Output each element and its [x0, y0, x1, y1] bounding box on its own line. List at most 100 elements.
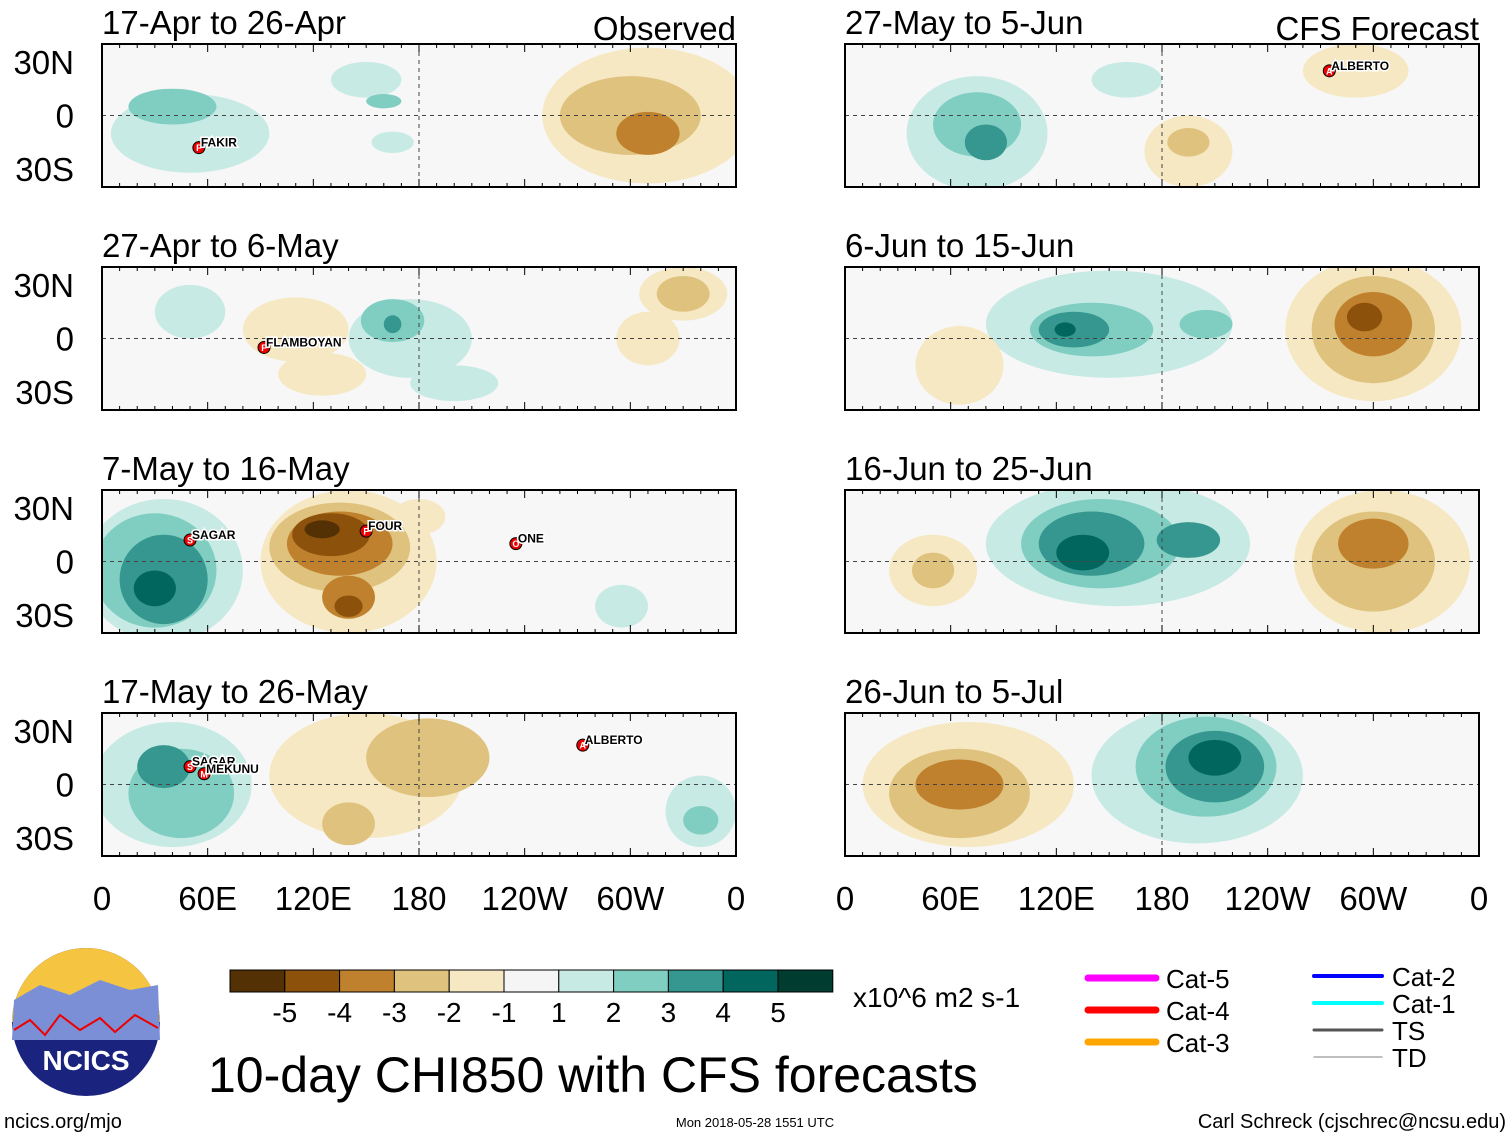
lon-tick-label: 60W — [596, 880, 665, 917]
storm-icon — [192, 141, 206, 155]
colorbar-label: 3 — [661, 997, 677, 1028]
negative-anomaly — [366, 718, 490, 798]
storm-icon — [576, 738, 590, 752]
storm-icon — [509, 537, 523, 551]
anomaly-contours — [102, 713, 736, 848]
panel-title: 17-May to 26-May — [102, 673, 368, 710]
negative-anomaly — [915, 325, 1004, 405]
colorbar-label: -5 — [272, 997, 297, 1028]
lat-tick-label: 30N — [13, 490, 74, 527]
anomaly-contours — [906, 44, 1409, 187]
colorbar-label: -2 — [437, 997, 462, 1028]
colorbar-swatch — [284, 969, 341, 993]
lat-tick-label: 30N — [13, 267, 74, 304]
lon-tick-label: 120E — [275, 880, 352, 917]
panel-frame — [101, 712, 737, 857]
negative-anomaly — [278, 352, 367, 396]
colorbar-swatch — [229, 969, 286, 993]
storm-marker: F FOUR — [359, 518, 404, 538]
storm-legend-label: Cat-2 — [1392, 962, 1456, 992]
negative-anomaly — [304, 520, 340, 539]
storm-marker: F FAKIR — [192, 134, 239, 155]
positive-anomaly — [683, 805, 719, 835]
colorbar-units: x10^6 m2 s-1 — [853, 982, 1020, 1013]
panel-frame — [101, 266, 737, 411]
panel-title: 16-Jun to 25-Jun — [845, 450, 1093, 487]
colorbar-label: 4 — [715, 997, 731, 1028]
storm-legend-label: TS — [1392, 1016, 1425, 1046]
storm-name: SAGAR — [192, 755, 236, 769]
storm-category: F — [261, 343, 267, 353]
lon-tick-label: 180 — [1134, 880, 1189, 917]
negative-anomaly — [334, 595, 363, 617]
panel-frame — [844, 43, 1480, 188]
panel-frame — [844, 712, 1480, 857]
map-panel: 27-Apr to 6-May 30N 0 30S F FLAMBOYAN — [13, 227, 737, 411]
anomaly-contours — [862, 713, 1303, 848]
lat-tick-label: 0 — [56, 767, 74, 804]
storm-icon — [359, 524, 373, 538]
storm-name: FLAMBOYAN — [266, 335, 342, 349]
map-panel: 6-Jun to 15-Jun — [844, 227, 1480, 411]
negative-anomaly — [1338, 518, 1409, 569]
anomaly-contours — [915, 267, 1462, 405]
lon-tick-label: 120W — [482, 880, 569, 917]
lon-tick-label: 60W — [1339, 880, 1408, 917]
storm-category: S — [187, 762, 193, 772]
colorbar-swatch — [393, 969, 450, 993]
panel-title: 6-Jun to 15-Jun — [845, 227, 1074, 264]
positive-anomaly — [1091, 61, 1163, 98]
anomaly-contours — [110, 47, 736, 184]
lat-tick-label: 0 — [56, 321, 74, 358]
positive-anomaly — [595, 584, 648, 628]
colorbar-swatch — [777, 969, 834, 993]
map-panel: 26-Jun to 5-Jul — [844, 673, 1480, 857]
positive-anomaly — [128, 88, 217, 125]
storm-marker: F FLAMBOYAN — [257, 334, 343, 354]
panel-title: 17-Apr to 26-Apr — [102, 4, 346, 41]
positive-anomaly — [1179, 309, 1233, 339]
positive-anomaly — [154, 284, 226, 339]
panel-title: 27-May to 5-Jun — [845, 4, 1083, 41]
colorbar-label: -3 — [382, 997, 407, 1028]
logo-line — [13, 1013, 159, 1037]
anomaly-contours — [154, 267, 728, 402]
storm-name: MEKUNU — [206, 762, 259, 776]
storm-legend-label: Cat-5 — [1166, 964, 1230, 994]
storm-category: A — [580, 741, 587, 751]
positive-anomaly — [1054, 322, 1076, 337]
lat-tick-label: 30S — [15, 820, 74, 857]
anomaly-contours — [889, 490, 1471, 633]
map-panel: 17-Apr to 26-Apr Observed 30N 0 30S F FAKIR — [13, 4, 737, 188]
positive-anomaly — [330, 61, 402, 98]
negative-anomaly — [322, 802, 375, 846]
positive-anomaly — [366, 94, 402, 109]
colorbar-label: 5 — [770, 997, 786, 1028]
positive-anomaly — [1156, 522, 1221, 558]
column-header: CFS Forecast — [1275, 10, 1479, 47]
lon-tick-label: 120W — [1225, 880, 1312, 917]
storm-name: FAKIR — [201, 136, 237, 150]
ncics-logo: NCICS — [12, 948, 160, 1096]
colorbar-swatch — [722, 969, 779, 993]
lon-tick-label: 60E — [178, 880, 237, 917]
colorbar-swatch — [667, 969, 724, 993]
storm-category: A — [1326, 66, 1333, 76]
colorbar-label: 2 — [606, 997, 622, 1028]
positive-anomaly — [1188, 739, 1242, 776]
positive-anomaly — [137, 745, 191, 789]
storm-category: F — [196, 143, 202, 153]
lon-tick-label: 0 — [1470, 880, 1488, 917]
storm-name: FOUR — [368, 519, 402, 533]
logo-mountains — [12, 980, 160, 1040]
lat-tick-label: 0 — [56, 98, 74, 135]
negative-anomaly — [1346, 302, 1383, 332]
storm-icon — [197, 767, 211, 781]
colorbar-swatch — [613, 969, 669, 993]
lat-tick-label: 0 — [56, 544, 74, 581]
